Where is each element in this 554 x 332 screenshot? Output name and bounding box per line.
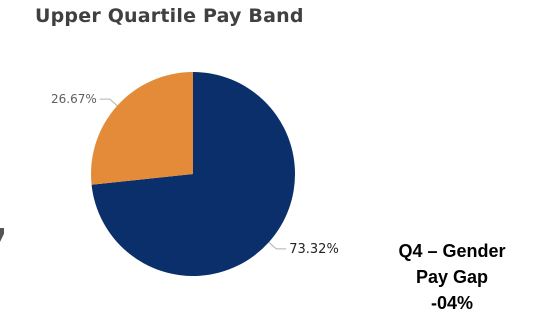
leader-line-1 <box>268 241 287 250</box>
slice-label-1: 73.32% <box>289 242 339 257</box>
pie-slices <box>90 72 296 276</box>
pie-slice-labels: 73.32% 26.67% <box>51 92 339 257</box>
slice-label-2: 26.67% <box>51 92 97 106</box>
note-line-1: Q4 – Gender <box>398 241 506 261</box>
note-line-2: Pay Gap <box>415 267 489 287</box>
edge-mark <box>0 228 4 242</box>
pie-leader-lines <box>99 98 287 250</box>
pie-slice-1[interactable] <box>91 72 296 276</box>
leader-line-2 <box>99 98 118 107</box>
gender-pay-gap-note: Q4 – Gender Pay Gap -04% <box>372 238 532 316</box>
note-line-3: -04% <box>430 293 474 313</box>
pie-slice-2[interactable] <box>90 72 193 185</box>
chart-title: Upper Quartile Pay Band <box>35 5 304 27</box>
